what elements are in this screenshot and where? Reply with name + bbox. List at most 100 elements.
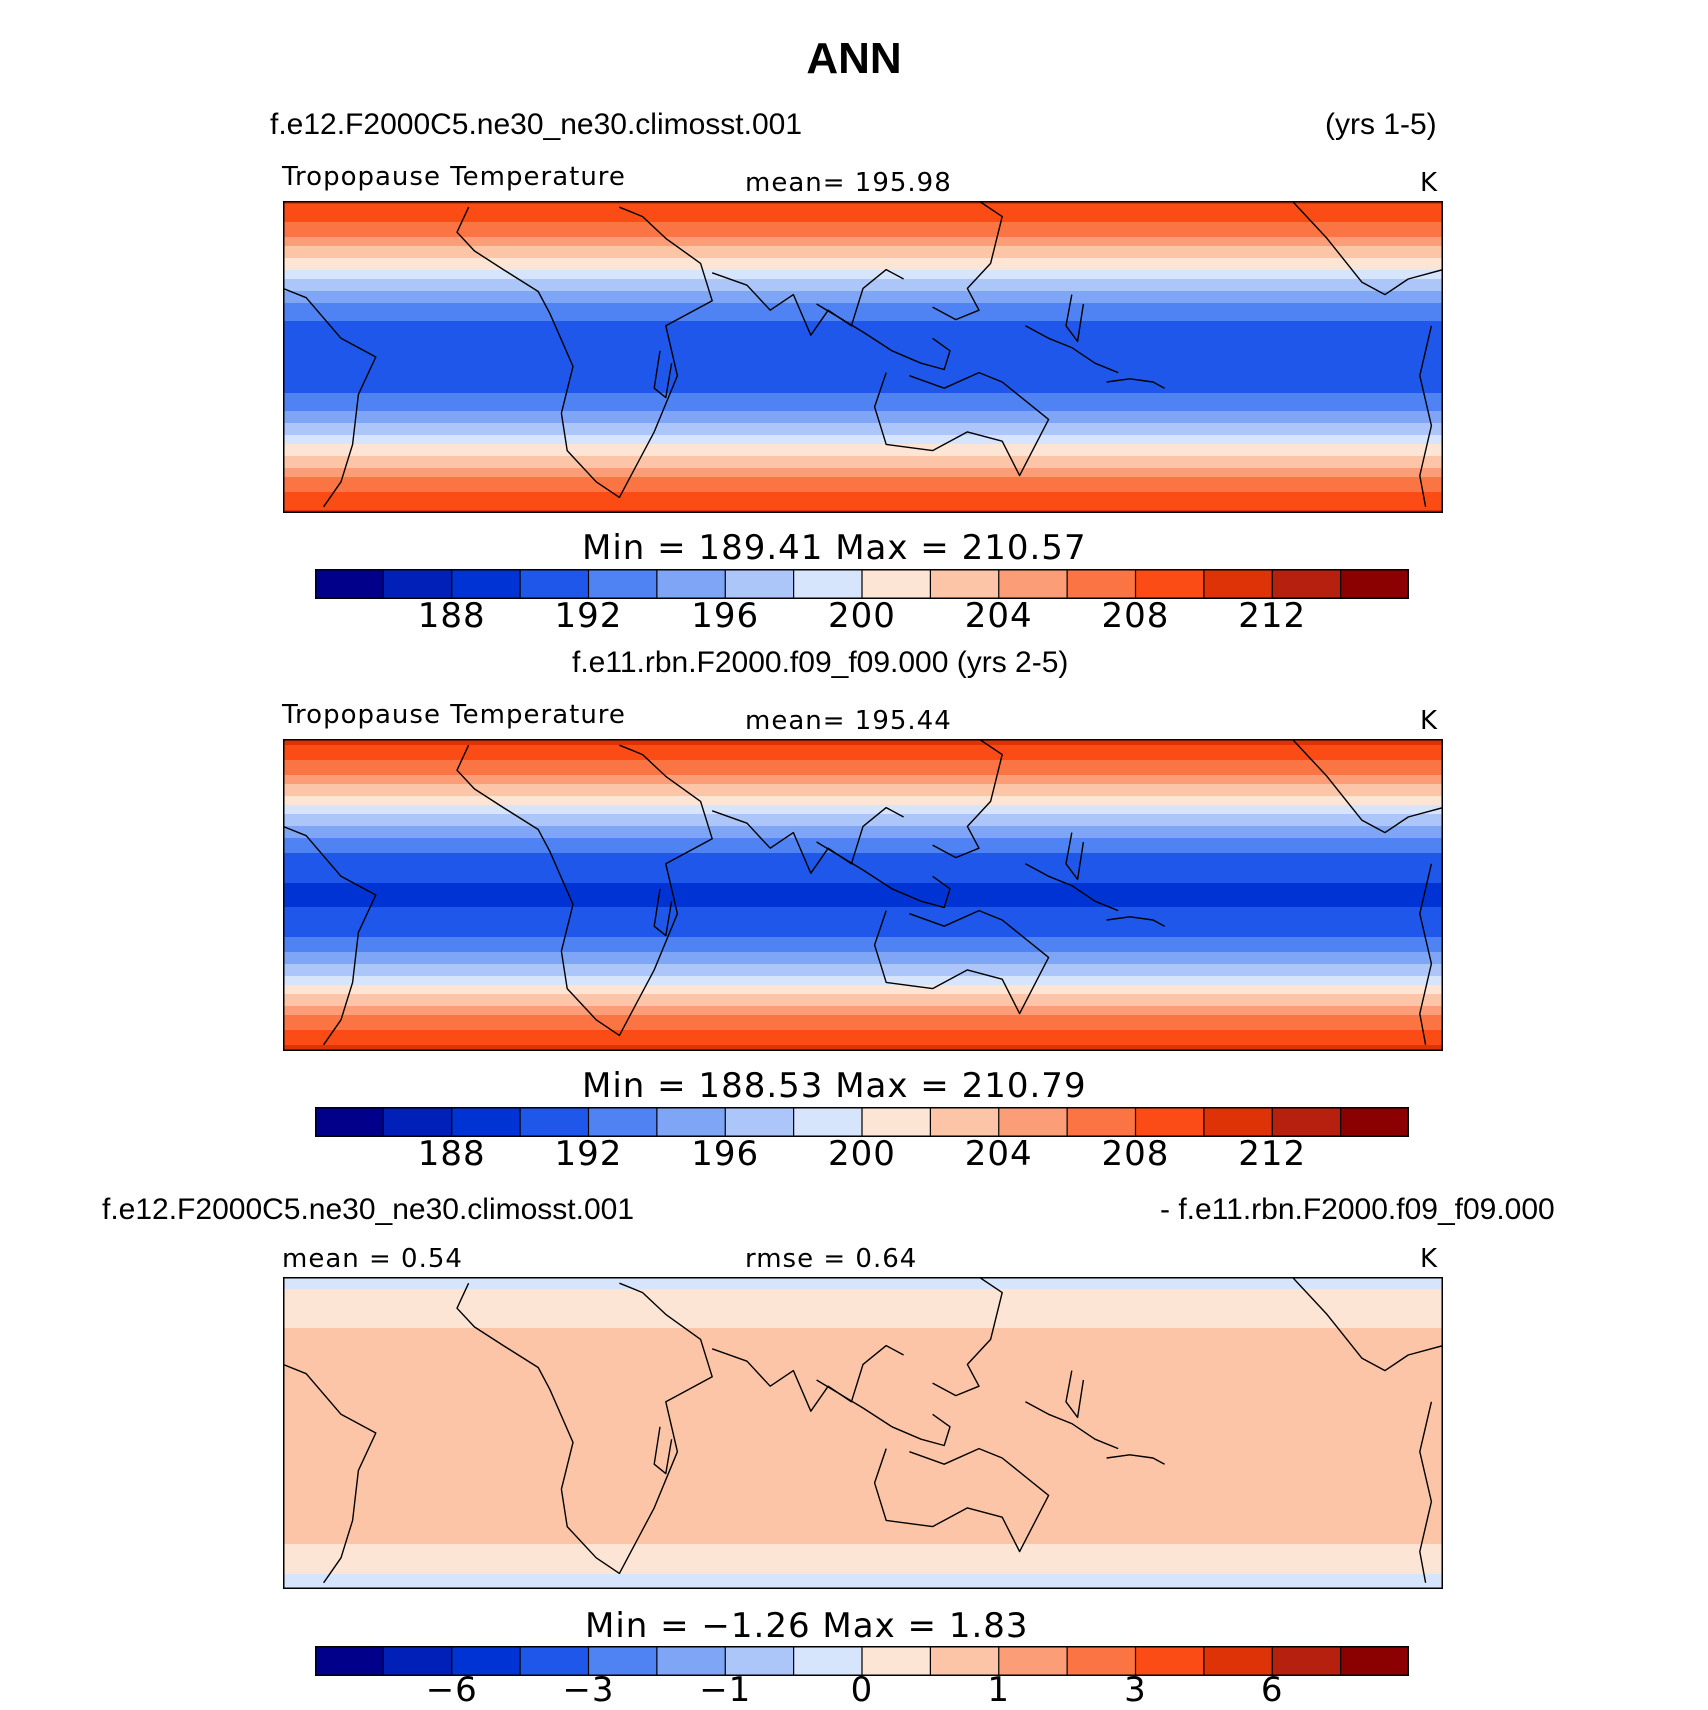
contour-band — [283, 1352, 1443, 1356]
contour-band — [283, 1439, 1443, 1443]
contour-band — [283, 354, 1443, 358]
contour-band — [283, 892, 1443, 896]
colorbar-box — [861, 1107, 932, 1137]
contour-band — [283, 769, 1443, 773]
contour-band — [283, 1574, 1443, 1578]
contour-band — [283, 1313, 1443, 1317]
panel2-minmax: Min = 188.53 Max = 210.79 — [582, 1066, 1087, 1106]
coastline — [1065, 832, 1085, 881]
contour-band — [283, 1376, 1443, 1380]
colorbar-tick-label: 200 — [828, 596, 896, 636]
coastline — [932, 201, 1003, 321]
contour-band — [283, 787, 1443, 791]
colorbar-tick-label: 208 — [1101, 596, 1170, 636]
contour-band — [283, 1304, 1443, 1308]
contour-band — [283, 1565, 1443, 1569]
contour-band — [283, 862, 1443, 866]
colorbar-box — [315, 569, 385, 599]
colorbar-box — [1203, 569, 1274, 599]
contour-band — [283, 1433, 1443, 1437]
contour-band — [283, 1033, 1443, 1037]
contour-band — [283, 333, 1443, 337]
contour-band — [283, 748, 1443, 752]
contour-band — [283, 1388, 1443, 1392]
contour-band — [283, 883, 1443, 887]
contour-band — [283, 1316, 1443, 1320]
colorbar-tick-label: 204 — [964, 1134, 1033, 1174]
panel1-mean: mean= 195.98 — [745, 168, 952, 198]
contour-band — [283, 919, 1443, 923]
contour-band — [283, 931, 1443, 935]
coastline — [1291, 201, 1443, 296]
contour-band — [283, 1349, 1443, 1353]
contour-band — [283, 207, 1443, 211]
colorbar-box — [1271, 1107, 1342, 1137]
colorbar-tick-label: 188 — [417, 1134, 486, 1174]
contour-band — [283, 922, 1443, 926]
contour-band — [283, 360, 1443, 364]
contour-band — [283, 1334, 1443, 1338]
contour-band — [283, 486, 1443, 490]
contour-band — [283, 814, 1443, 818]
contour-band — [283, 264, 1443, 268]
contour-band — [283, 348, 1443, 352]
contour-band — [283, 1511, 1443, 1515]
contour-band — [283, 979, 1443, 983]
panel1-minmax: Min = 189.41 Max = 210.57 — [582, 528, 1087, 568]
panel2-map — [283, 739, 1443, 1051]
contour-band — [283, 453, 1443, 457]
contour-band — [283, 294, 1443, 298]
contour-band — [283, 967, 1443, 971]
contour-band — [283, 841, 1443, 845]
contour-band — [283, 1469, 1443, 1473]
contour-band — [283, 480, 1443, 484]
colorbar-box — [382, 1107, 453, 1137]
contour-band — [283, 925, 1443, 929]
contour-band — [283, 339, 1443, 343]
contour-band — [283, 1523, 1443, 1527]
panel1-map — [283, 201, 1443, 513]
contour-band — [283, 1502, 1443, 1506]
coastline — [1106, 916, 1165, 927]
coastline — [1065, 1370, 1085, 1419]
map-frame — [283, 739, 1443, 1051]
contour-band — [283, 201, 1443, 205]
coastline — [932, 1277, 1003, 1397]
colorbar-tick-label: 0 — [850, 1670, 874, 1710]
colorbar-box — [1203, 1107, 1274, 1137]
panel1-colorbar-ticks: 188 192 196 200 204 208 212 — [0, 596, 1708, 644]
contour-band — [283, 907, 1443, 911]
map-frame — [283, 1277, 1443, 1589]
colorbar-box — [724, 569, 795, 599]
panel3-minmax: Min = −1.26 Max = 1.83 — [585, 1606, 1029, 1646]
contour-band — [283, 1355, 1443, 1359]
contour-band — [283, 1427, 1443, 1431]
contour-band — [283, 760, 1443, 764]
contour-band — [283, 465, 1443, 469]
colorbar-tick-label: 188 — [417, 596, 486, 636]
coastline — [283, 287, 377, 508]
contour-band — [283, 1340, 1443, 1344]
colorbar-box — [451, 1107, 522, 1137]
colorbar-tick-label: 196 — [691, 596, 760, 636]
contour-band — [283, 1379, 1443, 1383]
contour-band — [283, 1295, 1443, 1299]
coastline — [1025, 325, 1119, 374]
contour-band — [283, 1544, 1443, 1548]
contour-band — [283, 1436, 1443, 1440]
contour-band — [283, 811, 1443, 815]
contour-band — [283, 219, 1443, 223]
contour-band — [283, 808, 1443, 812]
contour-band — [283, 1280, 1443, 1284]
contour-band — [283, 1030, 1443, 1034]
contour-band — [283, 1499, 1443, 1503]
contour-band — [283, 1421, 1443, 1425]
coastline — [1025, 1401, 1119, 1450]
contour-band — [283, 396, 1443, 400]
contour-band — [283, 802, 1443, 806]
contour-band — [283, 1493, 1443, 1497]
contour-band — [283, 258, 1443, 262]
contour-band — [283, 450, 1443, 454]
contour-band — [283, 1472, 1443, 1476]
contour-band — [283, 970, 1443, 974]
